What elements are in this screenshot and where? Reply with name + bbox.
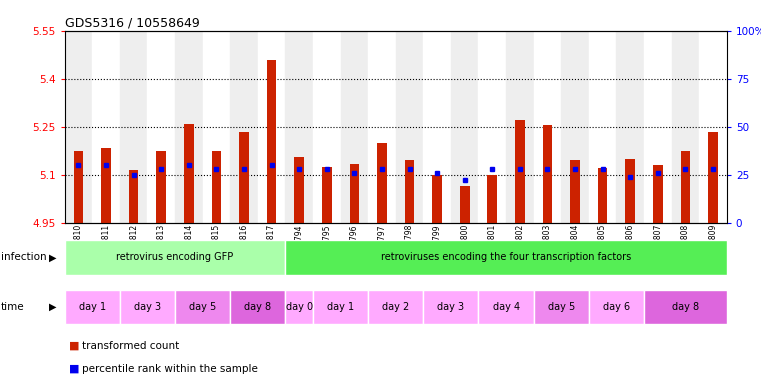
Text: retrovirus encoding GFP: retrovirus encoding GFP xyxy=(116,252,234,262)
Bar xyxy=(239,131,249,223)
Bar xyxy=(349,164,359,223)
Text: percentile rank within the sample: percentile rank within the sample xyxy=(82,364,258,374)
Bar xyxy=(212,151,221,223)
Bar xyxy=(258,31,285,223)
Bar xyxy=(488,175,497,223)
Bar xyxy=(74,151,83,223)
Bar xyxy=(405,161,414,223)
Bar xyxy=(101,147,111,223)
Bar xyxy=(175,31,202,223)
Bar xyxy=(285,31,313,223)
Bar xyxy=(313,290,368,324)
Text: ■: ■ xyxy=(68,364,79,374)
Bar xyxy=(396,31,423,223)
Bar xyxy=(533,31,561,223)
Bar xyxy=(598,168,607,223)
Bar xyxy=(120,290,175,324)
Bar xyxy=(230,290,285,324)
Bar xyxy=(671,31,699,223)
Bar xyxy=(561,31,589,223)
Bar xyxy=(65,290,119,324)
Text: day 0: day 0 xyxy=(285,302,313,312)
Bar xyxy=(157,151,166,223)
Text: day 3: day 3 xyxy=(134,302,161,312)
Text: day 5: day 5 xyxy=(548,302,575,312)
Bar xyxy=(589,290,644,324)
Bar xyxy=(322,167,332,223)
Bar xyxy=(479,31,506,223)
Text: day 4: day 4 xyxy=(492,302,520,312)
Bar xyxy=(423,290,479,324)
Bar xyxy=(368,290,423,324)
Bar xyxy=(202,31,230,223)
Text: ■: ■ xyxy=(68,341,79,351)
Bar xyxy=(377,143,387,223)
Text: ▶: ▶ xyxy=(49,252,56,262)
Text: day 3: day 3 xyxy=(438,302,464,312)
Text: transformed count: transformed count xyxy=(82,341,180,351)
Bar xyxy=(653,165,663,223)
Bar xyxy=(708,131,718,223)
Text: day 1: day 1 xyxy=(78,302,106,312)
Bar xyxy=(65,31,92,223)
Bar xyxy=(120,31,148,223)
Bar xyxy=(543,125,552,223)
Text: time: time xyxy=(1,302,24,312)
Bar xyxy=(423,31,451,223)
Bar xyxy=(626,159,635,223)
Bar xyxy=(533,290,589,324)
Bar xyxy=(92,31,120,223)
Bar xyxy=(589,31,616,223)
Text: day 2: day 2 xyxy=(382,302,409,312)
Bar xyxy=(570,161,580,223)
Bar xyxy=(644,31,671,223)
Bar xyxy=(267,60,276,223)
Bar xyxy=(65,240,285,275)
Text: infection: infection xyxy=(1,252,46,262)
Bar xyxy=(616,31,644,223)
Text: day 8: day 8 xyxy=(672,302,699,312)
Bar xyxy=(313,31,340,223)
Text: retroviruses encoding the four transcription factors: retroviruses encoding the four transcrip… xyxy=(381,252,631,262)
Text: day 6: day 6 xyxy=(603,302,630,312)
Bar xyxy=(129,170,139,223)
Bar xyxy=(341,31,368,223)
Bar xyxy=(184,124,193,223)
Bar xyxy=(295,157,304,223)
Text: day 5: day 5 xyxy=(189,302,216,312)
Bar xyxy=(148,31,175,223)
Text: day 8: day 8 xyxy=(244,302,272,312)
Bar xyxy=(230,31,258,223)
Bar xyxy=(506,31,533,223)
Bar xyxy=(432,175,442,223)
Bar xyxy=(368,31,396,223)
Bar xyxy=(460,186,470,223)
Bar xyxy=(451,31,479,223)
Bar xyxy=(285,240,727,275)
Bar xyxy=(479,290,533,324)
Text: ▶: ▶ xyxy=(49,302,56,312)
Bar xyxy=(285,290,313,324)
Bar xyxy=(175,290,230,324)
Text: GDS5316 / 10558649: GDS5316 / 10558649 xyxy=(65,17,199,30)
Bar xyxy=(680,151,690,223)
Text: day 1: day 1 xyxy=(327,302,354,312)
Bar xyxy=(699,31,727,223)
Bar xyxy=(515,120,524,223)
Bar xyxy=(644,290,727,324)
